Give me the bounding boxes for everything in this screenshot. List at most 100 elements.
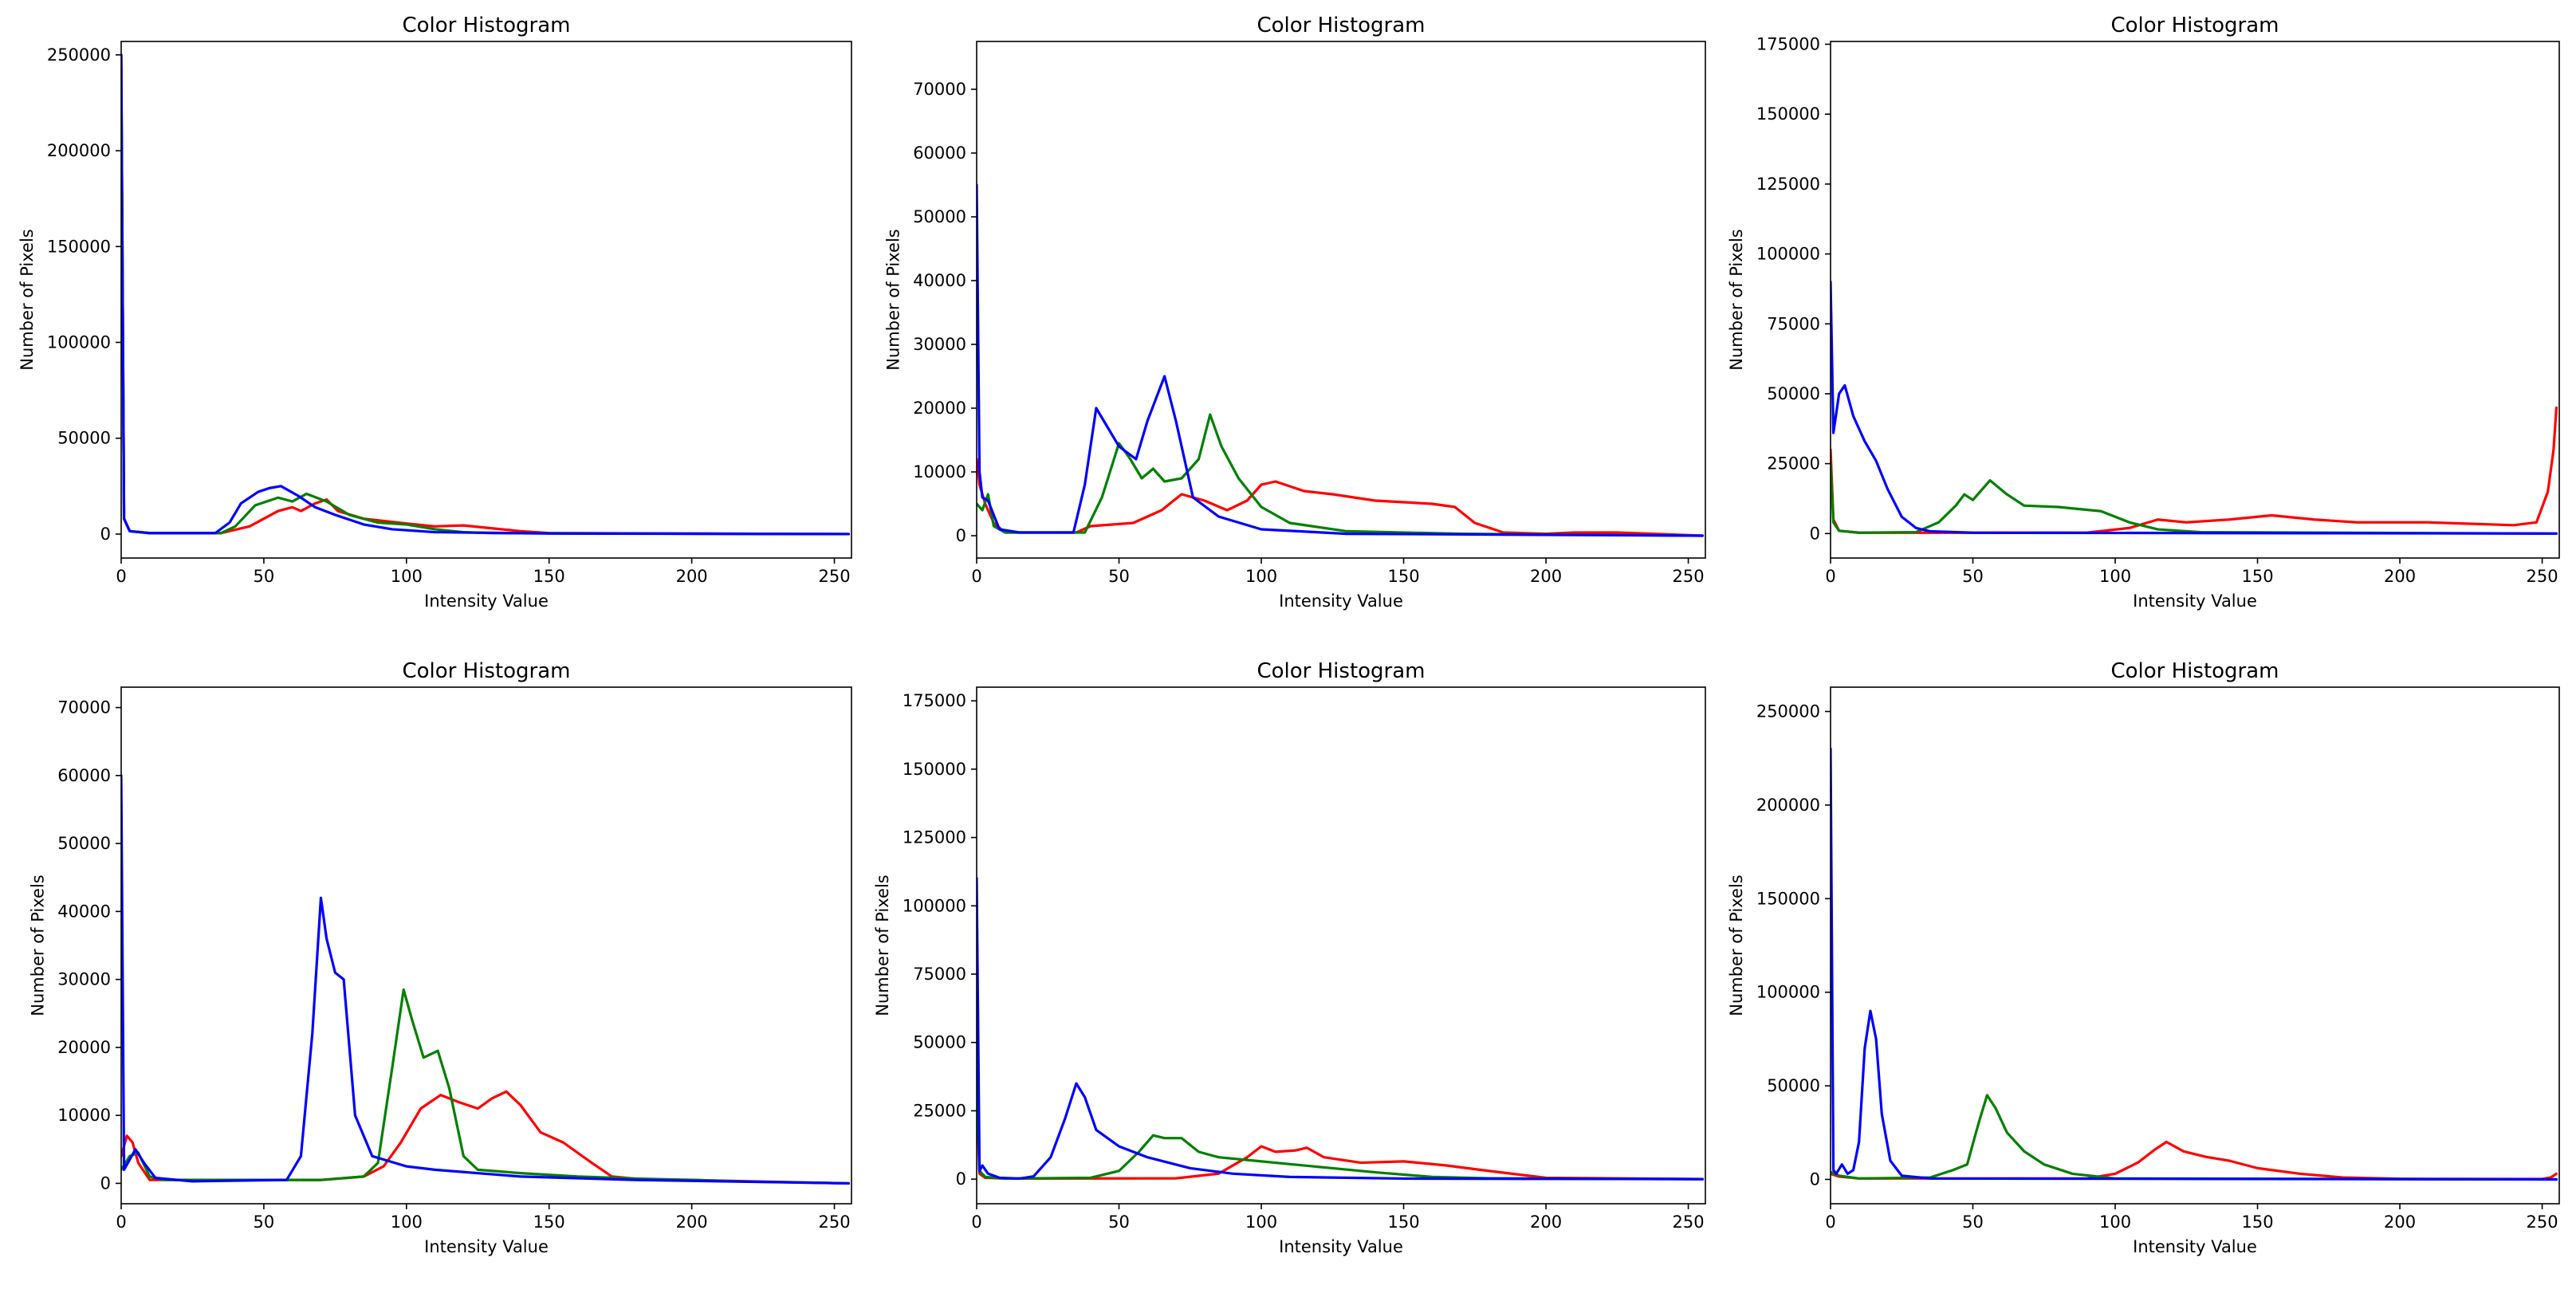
x-tick-label: 150 (1388, 1212, 1420, 1232)
x-tick-label: 250 (2527, 1212, 2558, 1232)
chart-title: Color Histogram (1257, 659, 1425, 683)
x-axis-label: Intensity Value (2133, 1237, 2257, 1256)
y-tick-label: 150000 (1756, 889, 1820, 908)
y-tick-label: 0 (1810, 1169, 1820, 1189)
y-axis-label: Number of Pixels (1727, 229, 1746, 370)
x-tick-label: 200 (1530, 1212, 1562, 1232)
y-tick-label: 40000 (57, 902, 111, 921)
y-tick-label: 40000 (913, 271, 966, 290)
axes-frame (976, 41, 1706, 559)
y-tick-label: 50000 (913, 207, 966, 226)
y-tick-label: 200000 (47, 141, 111, 160)
x-tick-label: 50 (1962, 1212, 1984, 1232)
y-tick-label: 150000 (47, 237, 111, 256)
y-tick-label: 60000 (57, 766, 111, 785)
x-tick-label: 0 (1825, 567, 1835, 586)
x-axis-label: Intensity Value (1279, 592, 1403, 611)
y-tick-label: 150000 (903, 760, 966, 779)
chart-title: Color Histogram (1257, 14, 1425, 37)
chart-title: Color Histogram (402, 14, 570, 37)
x-tick-label: 250 (2527, 567, 2558, 586)
x-tick-label: 150 (2242, 567, 2274, 586)
y-tick-label: 100000 (903, 896, 966, 915)
y-tick-label: 50000 (57, 834, 111, 853)
x-tick-label: 50 (1108, 567, 1130, 586)
x-axis-label: Intensity Value (1279, 1237, 1403, 1256)
y-tick-label: 175000 (1756, 35, 1820, 54)
y-tick-label: 0 (1810, 524, 1820, 543)
y-tick-label: 75000 (913, 965, 966, 984)
subplot-3: 0 50 100 150 200 250 0 25000 50000 75000 100000 125… (1727, 14, 2560, 611)
y-axis-label: Number of Pixels (29, 874, 48, 1016)
y-tick-label: 30000 (913, 335, 966, 354)
y-tick-label: 0 (956, 1169, 966, 1189)
axes-frame (120, 41, 852, 559)
x-tick-label: 50 (254, 567, 275, 586)
x-tick-label: 100 (2099, 567, 2131, 586)
y-tick-label: 0 (100, 1173, 111, 1193)
y-tick-label: 100000 (1756, 983, 1820, 1002)
y-tick-label: 10000 (57, 1106, 111, 1125)
x-tick-label: 200 (2384, 567, 2416, 586)
series-line-blue (1831, 281, 2558, 535)
y-tick-label: 60000 (913, 143, 966, 163)
x-tick-label: 0 (116, 567, 126, 586)
y-tick-label: 30000 (57, 970, 111, 989)
y-tick-label: 250000 (47, 45, 111, 65)
chart-title: Color Histogram (2110, 659, 2279, 683)
subplot-1: 0 50 100 150 200 250 0 50000 100000 150000 200000 2… (18, 14, 852, 611)
series-line-green (121, 988, 851, 1185)
subplot-2: 0 50 100 150 200 250 0 10000 20000 30000 40000 5000… (884, 14, 1706, 611)
series-line-blue (121, 53, 851, 536)
y-tick-label: 70000 (57, 698, 111, 717)
y-axis-label: Number of Pixels (1727, 874, 1746, 1016)
y-tick-label: 20000 (913, 399, 966, 418)
x-axis-label: Intensity Value (424, 592, 549, 611)
x-tick-label: 50 (254, 1212, 275, 1232)
y-tick-label: 50000 (1767, 384, 1820, 403)
y-axis-label: Number of Pixels (18, 229, 37, 370)
series-line-red (977, 1095, 1705, 1181)
y-tick-label: 50000 (57, 429, 111, 448)
y-tick-label: 0 (100, 525, 111, 544)
x-tick-label: 200 (676, 567, 708, 586)
x-tick-label: 200 (676, 1212, 708, 1232)
subplot-4: 0 50 100 150 200 250 0 10000 20000 30000 40000 5000… (29, 659, 852, 1256)
series-line-green (977, 1068, 1705, 1181)
subplot-5: 0 50 100 150 200 250 0 25000 50000 75000 100000 125… (873, 659, 1706, 1256)
y-tick-label: 50000 (1767, 1076, 1820, 1095)
y-tick-label: 10000 (913, 462, 966, 481)
y-axis-label: Number of Pixels (884, 229, 903, 370)
x-tick-label: 0 (116, 1212, 126, 1232)
series-line-blue (977, 183, 1705, 537)
axes-frame (120, 686, 852, 1205)
x-tick-label: 0 (971, 567, 981, 586)
x-tick-label: 250 (818, 1212, 850, 1232)
x-tick-label: 250 (1673, 567, 1705, 586)
y-tick-label: 125000 (903, 828, 966, 847)
x-tick-label: 200 (1530, 567, 1562, 586)
x-tick-label: 100 (391, 567, 423, 586)
x-tick-label: 100 (1245, 1212, 1277, 1232)
y-tick-label: 0 (956, 526, 966, 545)
x-tick-label: 250 (1673, 1212, 1705, 1232)
y-tick-label: 50000 (913, 1033, 966, 1052)
x-axis-label: Intensity Value (2133, 592, 2257, 611)
y-tick-label: 125000 (1756, 175, 1820, 194)
series-line-blue (121, 774, 851, 1185)
series-line-red (977, 458, 1705, 537)
y-tick-label: 25000 (1767, 454, 1820, 474)
x-tick-label: 0 (971, 1212, 981, 1232)
series-line-red (1831, 406, 2558, 534)
y-tick-label: 25000 (913, 1101, 966, 1120)
x-tick-label: 0 (1825, 1212, 1835, 1232)
y-tick-label: 250000 (1756, 702, 1820, 721)
series-line-red (121, 53, 851, 536)
y-tick-label: 100000 (47, 332, 111, 352)
axes-frame (1830, 41, 2560, 559)
x-tick-label: 100 (1245, 567, 1277, 586)
y-tick-label: 100000 (1756, 245, 1820, 264)
x-tick-label: 250 (818, 567, 850, 586)
series-line-green (1831, 462, 2558, 535)
